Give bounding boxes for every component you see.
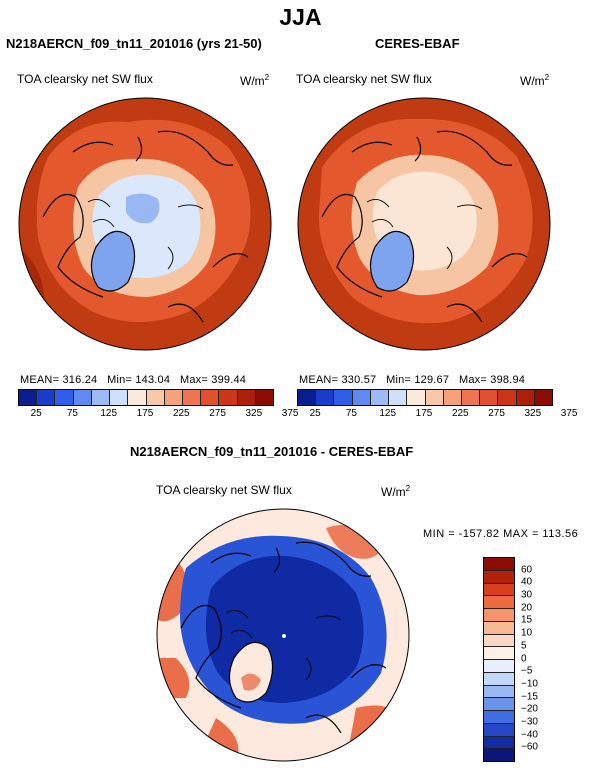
- colorbar-tick-label: 25: [30, 408, 42, 419]
- colorbar-swatch: [370, 390, 390, 405]
- colorbar-tick-label: 175: [136, 408, 154, 419]
- colorbar-swatch: [484, 647, 514, 660]
- colorbar-tick-label: 325: [524, 408, 542, 419]
- colorbar-tick-label: 275: [209, 408, 226, 419]
- colorbar-swatch: [484, 736, 514, 750]
- colorbar-swatch: [237, 390, 256, 405]
- colorbar-swatch: [425, 390, 444, 405]
- panel-2-map: [297, 97, 551, 351]
- colorbar-tick-label: 125: [379, 408, 397, 419]
- panel-3-colorbar-labels: 60 40 30 20 15 10 5 0 −5 −10 −15 −20 −30 −40 −60: [521, 557, 561, 760]
- colorbar-swatch: [484, 634, 514, 648]
- colorbar-swatch: [461, 390, 481, 405]
- panel-1-units: W/m2: [240, 73, 270, 88]
- panel-3-map: [156, 508, 410, 762]
- colorbar-swatch: [480, 390, 499, 405]
- panel-3-stats: MIN = -157.82 MAX = 113.56: [423, 528, 579, 540]
- panel-2-colorbar: [297, 389, 553, 406]
- colorbar-swatch: [73, 390, 92, 405]
- panel-2-colorbar-labels: 25 75 125 175 225 275 325 375: [297, 408, 578, 420]
- colorbar-swatch: [110, 390, 129, 405]
- colorbar-swatch: [146, 390, 165, 405]
- colorbar-swatch: [484, 685, 514, 699]
- colorbar-swatch: [352, 390, 371, 405]
- colorbar-swatch: [334, 390, 353, 405]
- colorbar-tick-label: −15: [521, 691, 538, 703]
- colorbar-tick-label: 125: [100, 408, 118, 419]
- colorbar-swatch: [484, 711, 514, 724]
- panel-1-title: N218AERCN_f09_tn11_201016 (yrs 21-50): [6, 36, 262, 51]
- colorbar-swatch: [484, 609, 514, 622]
- figure-title: JJA: [279, 4, 322, 30]
- panel-1-colorbar-labels: 25 75 125 175 225 275 325 375: [18, 408, 299, 420]
- colorbar-swatch: [484, 596, 514, 609]
- colorbar-swatch: [484, 621, 514, 635]
- panel-3-variable: TOA clearsky net SW flux: [156, 483, 292, 497]
- colorbar-tick-label: 325: [245, 408, 263, 419]
- colorbar-tick-label: −20: [521, 703, 538, 715]
- colorbar-tick-label: 15: [521, 614, 533, 626]
- colorbar-swatch: [407, 390, 426, 405]
- panel-3-colorbar: [483, 557, 515, 762]
- colorbar-tick-label: 30: [521, 589, 533, 601]
- colorbar-tick-label: 20: [521, 602, 533, 614]
- colorbar-swatch: [19, 390, 38, 405]
- colorbar-swatch: [389, 390, 408, 405]
- colorbar-tick-label: 375: [281, 408, 299, 419]
- colorbar-tick-label: 0: [521, 653, 527, 664]
- colorbar-tick-label: −5: [521, 665, 533, 677]
- panel-1-map: [18, 97, 272, 351]
- colorbar-swatch: [37, 390, 56, 405]
- panel-2-title: CERES-EBAF: [375, 36, 460, 51]
- colorbar-swatch: [498, 390, 517, 405]
- colorbar-swatch: [443, 390, 462, 405]
- colorbar-tick-label: 75: [345, 408, 357, 419]
- colorbar-swatch: [484, 660, 514, 673]
- colorbar-tick-label: 40: [521, 576, 533, 588]
- colorbar-tick-label: −10: [521, 678, 538, 690]
- colorbar-swatch: [182, 390, 202, 405]
- colorbar-swatch: [484, 723, 514, 737]
- colorbar-tick-label: 175: [415, 408, 433, 419]
- colorbar-tick-label: 225: [172, 408, 190, 419]
- colorbar-tick-label: 5: [521, 640, 527, 652]
- colorbar-tick-label: 75: [66, 408, 78, 419]
- colorbar-tick-label: 375: [560, 408, 578, 419]
- colorbar-tick-label: 275: [488, 408, 505, 419]
- colorbar-swatch: [534, 390, 553, 405]
- panel-1-variable: TOA clearsky net SW flux: [17, 72, 153, 86]
- colorbar-swatch: [55, 390, 74, 405]
- colorbar-tick-label: 25: [309, 408, 321, 419]
- colorbar-swatch: [516, 390, 535, 405]
- colorbar-swatch: [219, 390, 238, 405]
- colorbar-swatch: [484, 570, 514, 584]
- panel-1-stats: MEAN= 316.24 Min= 143.04 Max= 399.44: [20, 374, 247, 386]
- colorbar-swatch: [484, 749, 514, 761]
- panel-3-units: W/m2: [381, 484, 411, 499]
- colorbar-swatch: [255, 390, 274, 405]
- colorbar-swatch: [164, 390, 183, 405]
- colorbar-tick-label: 10: [521, 627, 533, 639]
- panel-1-colorbar: [18, 389, 274, 406]
- colorbar-tick-label: −40: [521, 729, 538, 741]
- colorbar-swatch: [316, 390, 335, 405]
- colorbar-swatch: [298, 390, 317, 405]
- panel-2-stats: MEAN= 330.57 Min= 129.67 Max= 398.94: [299, 374, 526, 386]
- colorbar-swatch: [484, 583, 514, 597]
- colorbar-tick-label: −30: [521, 716, 538, 728]
- panel-3-title: N218AERCN_f09_tn11_201016 - CERES-EBAF: [130, 444, 414, 459]
- colorbar-swatch: [91, 390, 111, 405]
- colorbar-swatch: [484, 558, 514, 571]
- colorbar-swatch: [484, 672, 514, 686]
- colorbar-tick-label: −60: [521, 741, 538, 753]
- colorbar-swatch: [484, 698, 514, 711]
- colorbar-tick-label: 225: [451, 408, 469, 419]
- panel-2-units: W/m2: [520, 73, 550, 88]
- colorbar-swatch: [128, 390, 147, 405]
- colorbar-swatch: [201, 390, 220, 405]
- colorbar-tick-label: 60: [521, 564, 533, 576]
- panel-2-variable: TOA clearsky net SW flux: [296, 72, 432, 86]
